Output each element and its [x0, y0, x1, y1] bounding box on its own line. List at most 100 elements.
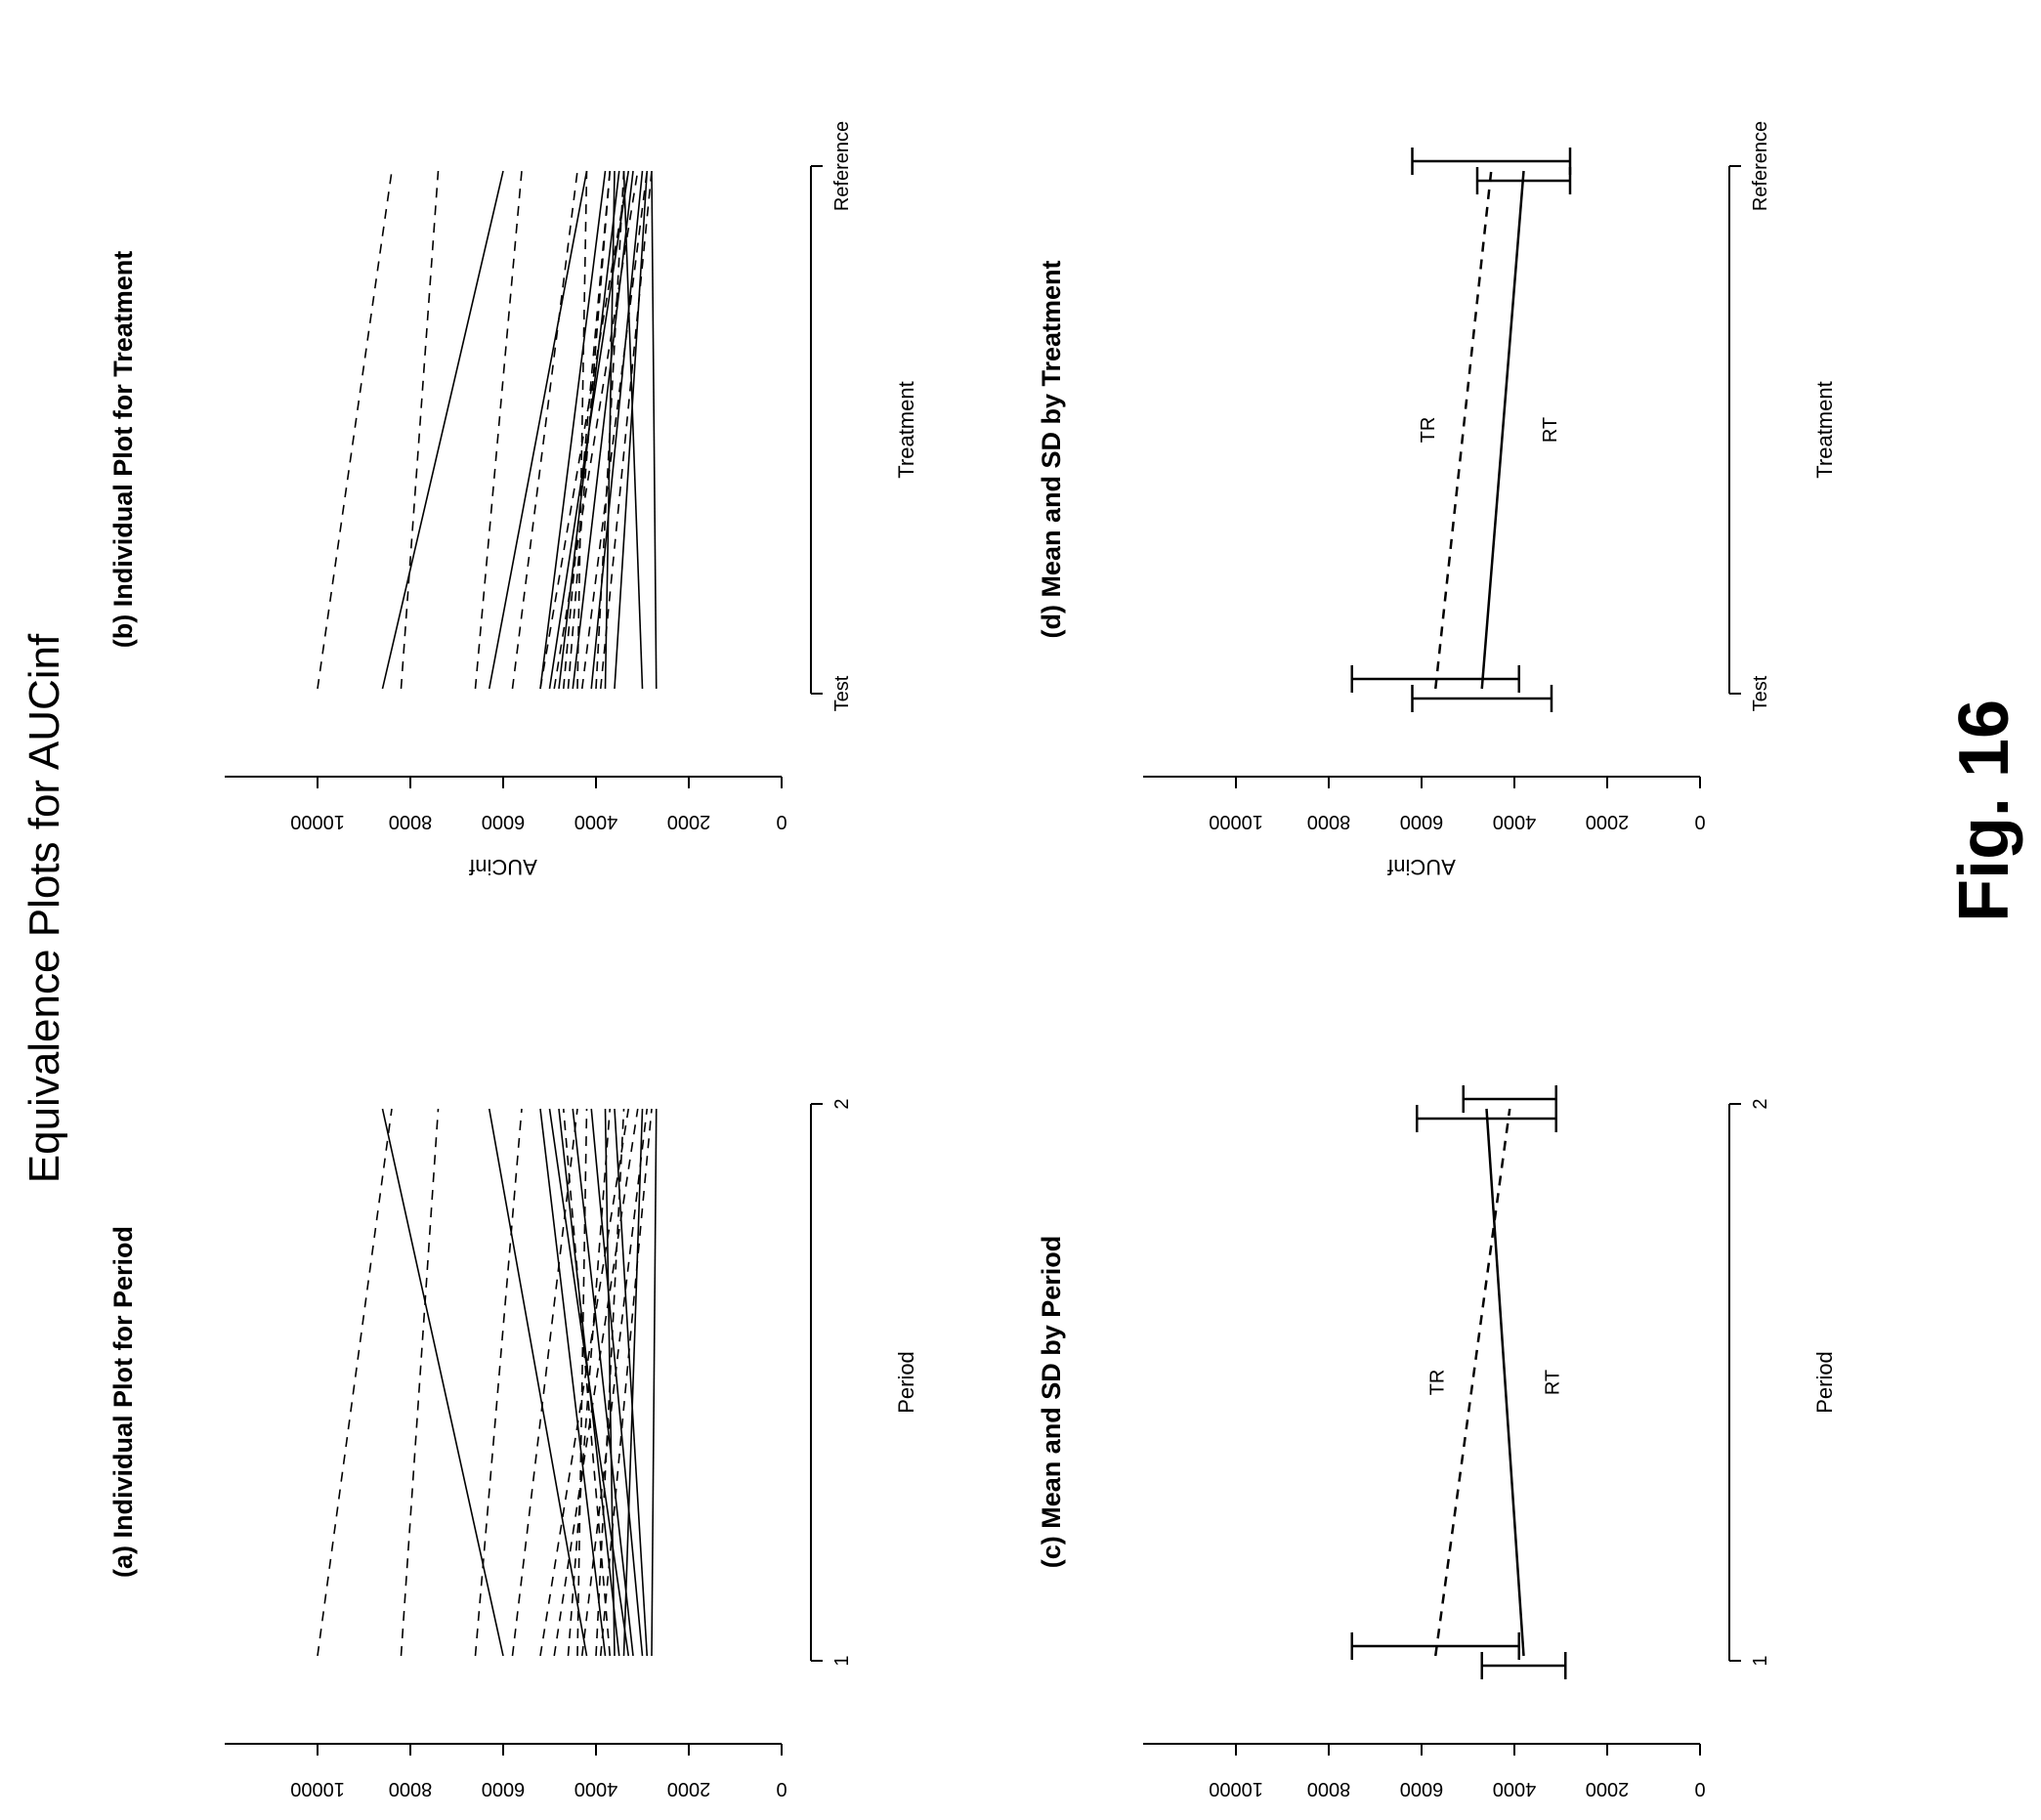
series-line	[539, 1108, 630, 1657]
y-tick-label: 4000	[1493, 1778, 1537, 1799]
y-tick-label: 4000	[1493, 811, 1537, 832]
series-line	[488, 1108, 588, 1657]
panel-d: (d) Mean and SD by Treatment 0 2000 4000 600…	[1037, 121, 1837, 879]
series-line	[595, 1108, 625, 1657]
y-tick-label: 2000	[667, 1778, 711, 1799]
series-line	[1434, 170, 1493, 690]
y-axis-label: AUCinf	[1386, 855, 1456, 879]
series-line	[548, 170, 630, 690]
y-tick-label: 10000	[1209, 811, 1263, 832]
y-tick-label: 10000	[290, 811, 345, 832]
series-line	[651, 1108, 658, 1657]
y-axis: 0 2000 4000 6000 8000 10000 AUCinf	[1143, 776, 1706, 879]
series-line	[604, 170, 616, 690]
series-line	[580, 1108, 649, 1657]
series-label: TR	[1426, 1370, 1448, 1396]
error-bar	[1475, 167, 1572, 194]
series-line	[576, 1108, 588, 1657]
x-axis-label: Period	[894, 1351, 918, 1414]
x-tick-label: 2	[831, 1098, 853, 1109]
error-bar	[1480, 1652, 1567, 1679]
y-tick-label: 8000	[389, 1778, 433, 1799]
series-line	[562, 1108, 612, 1657]
y-tick-label: 0	[1694, 811, 1705, 832]
error-bar	[1462, 1085, 1557, 1113]
series-line	[572, 170, 634, 690]
y-tick-label: 8000	[389, 811, 433, 832]
panel-title: (a) Individual Plot for Period	[108, 1226, 138, 1578]
error-bar	[1350, 665, 1520, 693]
series-line	[317, 1108, 393, 1657]
x-tick-label: Reference	[1750, 121, 1771, 211]
x-axis-label: Treatment	[894, 381, 918, 478]
series-line	[604, 1108, 616, 1657]
x-axis: Test Reference Treatment	[810, 121, 918, 711]
y-tick-label: 8000	[1307, 811, 1351, 832]
series-line	[511, 1108, 578, 1657]
y-tick-label: 2000	[1586, 811, 1630, 832]
series-line	[381, 1108, 504, 1657]
error-bar	[1411, 148, 1572, 175]
x-axis-label: Period	[1812, 1351, 1837, 1414]
series-group	[317, 1108, 658, 1657]
x-axis: 1 2 Period	[810, 1098, 918, 1667]
panel-title: (c) Mean and SD by Period	[1037, 1236, 1066, 1569]
panel-title: (d) Mean and SD by Treatment	[1037, 260, 1066, 638]
series-line	[1480, 170, 1525, 690]
y-tick-label: 0	[776, 1778, 787, 1799]
series-line	[400, 170, 440, 690]
error-bar	[1350, 1632, 1520, 1660]
series-line	[474, 170, 523, 690]
y-tick-label: 6000	[1400, 1778, 1444, 1799]
series-line	[599, 1108, 653, 1657]
series-line	[474, 1108, 523, 1657]
panel-title: (b) Individual Plot for Treatment	[108, 251, 138, 649]
series-group: TR RT	[1350, 148, 1572, 712]
y-tick-label: 4000	[574, 1778, 618, 1799]
x-axis-label: Treatment	[1812, 381, 1837, 478]
panel-b: (b) Individual Plot for Treatment 0 2000 40…	[108, 121, 918, 879]
x-tick-label: Test	[831, 675, 853, 711]
y-tick-label: 10000	[290, 1778, 345, 1799]
y-tick-label: 6000	[1400, 811, 1444, 832]
series-line	[567, 1108, 612, 1657]
y-tick-label: 2000	[667, 811, 711, 832]
figure-title: Equivalence Plots for AUCinf	[21, 633, 68, 1183]
x-axis: Test Reference Treatment	[1728, 121, 1837, 711]
figure-label: Fig. 16	[1945, 699, 2023, 922]
series-line	[1485, 1108, 1525, 1657]
series-line	[590, 170, 644, 690]
series-line	[590, 1108, 644, 1657]
y-tick-label: 8000	[1307, 1778, 1351, 1799]
y-tick-label: 0	[1694, 1778, 1705, 1799]
series-line	[651, 170, 658, 690]
y-tick-label: 6000	[482, 811, 526, 832]
series-label: RT	[1540, 417, 1561, 443]
x-axis: 1 2 Period	[1728, 1098, 1837, 1667]
y-tick-label: 2000	[1586, 1778, 1630, 1799]
series-label: RT	[1543, 1370, 1564, 1395]
x-tick-label: Reference	[831, 121, 853, 211]
panel-c: (c) Mean and SD by Period 0 2000 4000 6000 80…	[1037, 1085, 1837, 1799]
series-line	[381, 170, 504, 690]
x-tick-label: 1	[1750, 1655, 1771, 1666]
y-tick-label: 6000	[482, 1778, 526, 1799]
series-line	[539, 1108, 607, 1657]
series-line	[1434, 1108, 1511, 1657]
y-tick-label: 10000	[1209, 1778, 1263, 1799]
series-group: TR RT	[1350, 1085, 1567, 1679]
x-tick-label: 1	[831, 1655, 853, 1666]
series-line	[553, 1108, 639, 1657]
error-bar	[1411, 685, 1553, 712]
y-tick-label: 4000	[574, 811, 618, 832]
series-line	[400, 1108, 440, 1657]
y-tick-label: 0	[776, 811, 787, 832]
series-line	[614, 170, 649, 690]
x-tick-label: 2	[1750, 1098, 1771, 1109]
x-tick-label: Test	[1750, 675, 1771, 711]
series-line	[548, 1108, 630, 1657]
